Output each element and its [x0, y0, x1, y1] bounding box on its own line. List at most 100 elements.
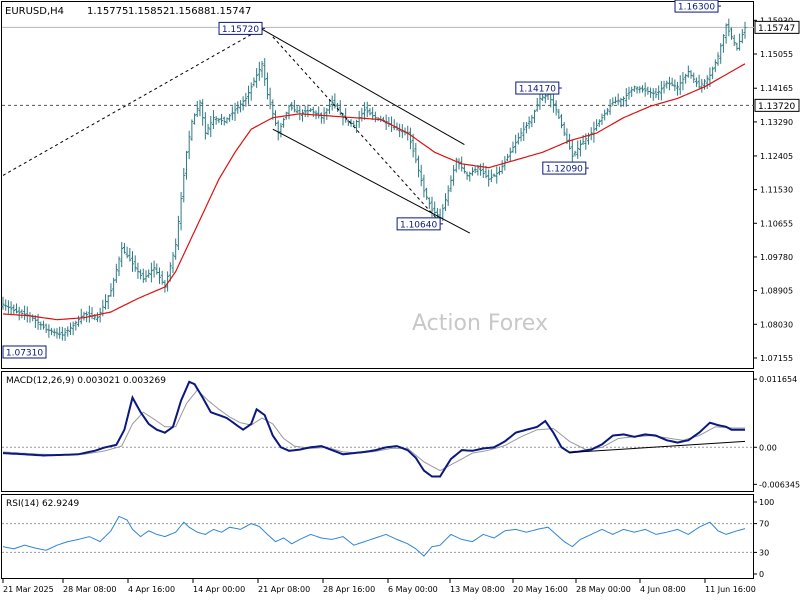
candle: [492, 173, 496, 178]
price-annotation: 1.15720: [218, 21, 266, 35]
candle: [255, 68, 259, 88]
candle: [87, 305, 91, 323]
candle: [236, 101, 240, 114]
rsi-title: RSI(14) 62.9249: [6, 499, 79, 509]
candle: [511, 141, 515, 153]
candle: [522, 122, 526, 141]
candle: [190, 119, 194, 141]
candle: [141, 268, 145, 283]
rsi-axis-label: 30: [759, 548, 769, 557]
candle: [476, 165, 480, 176]
candle: [570, 139, 574, 163]
candle: [222, 116, 226, 126]
candle: [473, 166, 477, 174]
price-annotation: 1.12090: [542, 161, 589, 175]
candle: [174, 238, 178, 260]
candle: [220, 113, 224, 126]
candle: [128, 247, 132, 262]
candle: [689, 70, 693, 79]
candle: [68, 322, 72, 335]
price-tag-box: [754, 98, 800, 112]
candle: [66, 326, 70, 337]
candle: [700, 78, 704, 93]
candle: [182, 167, 186, 203]
candle: [303, 105, 307, 118]
candle: [446, 185, 450, 206]
candle: [676, 81, 680, 96]
candle: [489, 169, 493, 183]
annotation-box: [2, 345, 47, 359]
time-axis-label: 21 Mar 2025: [3, 585, 54, 594]
candle: [152, 260, 156, 278]
candle: [500, 160, 504, 174]
candle: [535, 97, 539, 112]
candle: [17, 306, 21, 321]
macd-layer: [2, 380, 754, 478]
candle: [651, 88, 655, 101]
price-annotation: 1.10640: [396, 217, 444, 231]
candle: [705, 75, 709, 89]
macd-trend-line: [569, 440, 746, 454]
time-axis-label: 28 May 00:00: [576, 585, 631, 594]
candle: [171, 251, 175, 273]
price-axis-label: 1.12405: [760, 152, 793, 161]
candle: [654, 88, 658, 99]
candle: [12, 304, 16, 315]
annotation-label: 1.12090: [546, 165, 583, 175]
candle: [279, 122, 283, 138]
candle: [419, 164, 423, 187]
candle: [667, 76, 671, 91]
time-axis-label: 20 May 16:00: [513, 585, 568, 594]
candle: [595, 119, 599, 131]
candle: [365, 101, 369, 118]
candle: [228, 113, 232, 122]
time-axis-label: 14 Apr 00:00: [193, 585, 245, 594]
candle: [252, 77, 256, 87]
candle: [260, 60, 264, 78]
candle: [560, 114, 564, 129]
rsi-layer: [2, 515, 754, 557]
price-annotation: 1.14170: [515, 81, 562, 95]
candle: [635, 86, 639, 94]
price-axis-label: 1.14165: [760, 84, 793, 93]
candle: [516, 132, 520, 145]
candle: [217, 117, 221, 124]
candle: [627, 86, 631, 100]
candle: [568, 133, 572, 150]
candle: [605, 108, 609, 116]
candle: [209, 116, 213, 138]
price-layer: 1.07310 1.15720 1.10640 1.14170 1.12090 1.163…: [1, 0, 754, 359]
candle: [719, 43, 723, 64]
candle: [578, 139, 582, 157]
candle: [363, 102, 367, 120]
candle: [166, 271, 170, 292]
candle: [414, 142, 418, 164]
candle: [703, 79, 707, 90]
candle: [344, 108, 348, 123]
candle: [147, 269, 151, 278]
candle: [484, 165, 488, 179]
price-tag: 1.13720: [754, 98, 800, 112]
candle: [727, 18, 731, 37]
time-axis-label: 4 Jun 08:00: [640, 585, 686, 594]
trend-line: [272, 128, 471, 234]
candle: [514, 134, 518, 154]
candle: [287, 104, 291, 120]
price-axis-label: 1.15055: [760, 50, 793, 59]
candle: [538, 93, 542, 110]
candle: [52, 328, 56, 337]
candle: [368, 108, 372, 116]
price-annotation: 1.16300: [674, 0, 722, 13]
candle: [713, 59, 717, 73]
price-panel-frame: [1, 1, 754, 369]
price-axis-label: 1.15930: [760, 16, 793, 25]
candle: [58, 326, 62, 339]
candle: [330, 95, 334, 111]
candle: [95, 312, 99, 323]
trend-line: [261, 28, 465, 146]
price-tag: 1.15747: [754, 20, 800, 34]
time-axis-label: 6 May 00:00: [388, 585, 438, 594]
header-symbol: EURUSD,H4: [5, 6, 64, 17]
candle: [557, 108, 561, 120]
candle: [9, 301, 13, 315]
